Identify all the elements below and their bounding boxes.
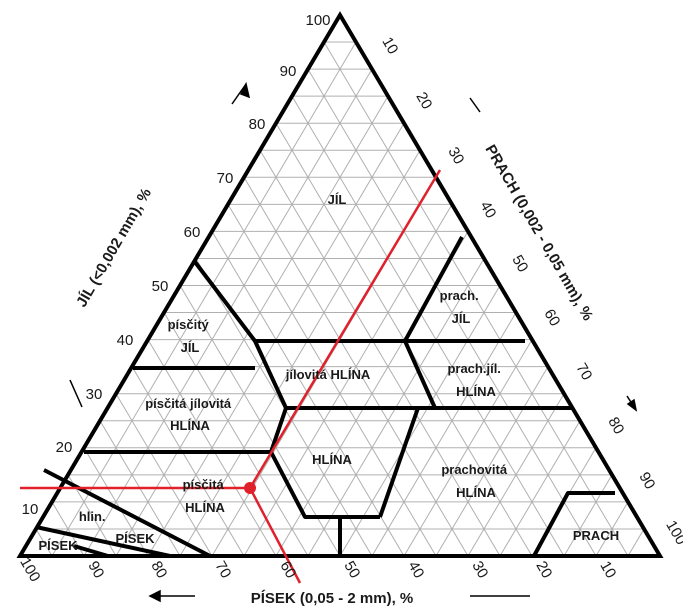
class-boundaries xyxy=(35,236,615,558)
right-tick: 90 xyxy=(635,469,658,492)
boundary-pisek-top xyxy=(35,525,171,558)
gridline xyxy=(243,204,453,557)
bottom-tick: 90 xyxy=(84,558,107,581)
right-tick: 20 xyxy=(412,89,435,112)
right-tick: 100 xyxy=(662,518,683,548)
gridline xyxy=(131,366,245,557)
boundary-jil-lower xyxy=(193,236,464,343)
gridline xyxy=(83,68,373,557)
bottom-tick: 10 xyxy=(596,558,619,581)
label-jilovita-hlina: jílovitá HLÍNA xyxy=(285,367,371,382)
right-tick: 70 xyxy=(572,360,595,383)
left-tick: 60 xyxy=(184,224,201,241)
left-tick: 20 xyxy=(56,439,73,456)
gridline xyxy=(563,474,613,557)
left-axis-ticks: 100 90 80 70 60 50 40 30 20 10 xyxy=(22,12,331,518)
boundary-prach-box xyxy=(532,491,615,557)
left-tick: 80 xyxy=(249,116,266,133)
gridline xyxy=(259,149,501,557)
label-hlina: HLÍNA xyxy=(312,452,352,467)
reading-line-prach xyxy=(248,169,442,489)
label-hlin-pisek: hlin. PÍSEK xyxy=(79,509,155,546)
bottom-tick: 60 xyxy=(276,558,299,581)
right-axis-title: PRACH (0,002 - 0,05 mm), % xyxy=(482,142,597,324)
gridline xyxy=(499,420,581,557)
gridline xyxy=(435,366,549,557)
left-axis-arrowhead xyxy=(239,81,251,99)
boundary-piscita-jilovita-right xyxy=(269,407,288,453)
right-axis-ticks: 10 20 30 40 50 60 70 80 90 100 xyxy=(378,34,683,548)
gridline xyxy=(307,68,597,557)
boundary-pisek-divider xyxy=(73,544,109,558)
bottom-axis-arrowhead xyxy=(148,589,161,603)
left-tick: 50 xyxy=(152,278,169,295)
label-piscita-hlina: písčitá HLÍNA xyxy=(183,477,228,515)
bottom-axis-ticks: 100 90 80 70 60 50 40 30 20 10 xyxy=(16,555,619,585)
gridline xyxy=(51,41,357,557)
right-tick: 80 xyxy=(604,414,627,437)
left-tick: 10 xyxy=(22,501,39,518)
gridline xyxy=(35,528,53,557)
bottom-tick: 30 xyxy=(468,558,491,581)
left-tick: 100 xyxy=(305,12,330,29)
right-tick: 50 xyxy=(508,252,531,275)
left-tick: 40 xyxy=(117,332,134,349)
left-tick: 90 xyxy=(280,63,297,80)
triangle-gridlines xyxy=(35,41,645,557)
bottom-tick: 40 xyxy=(404,558,427,581)
left-tick: 30 xyxy=(86,386,103,403)
label-pisek: PÍSEK xyxy=(38,538,78,553)
left-axis-title: JÍL (<0,002 mm), % xyxy=(73,185,155,310)
label-piscita-jilovita-hlina: písčitá jílovitá HLÍNA xyxy=(145,396,235,433)
gridline xyxy=(243,177,469,557)
bottom-axis-title: PÍSEK (0,05 - 2 mm), % xyxy=(251,590,414,607)
left-tick: 70 xyxy=(217,170,234,187)
bottom-tick: 100 xyxy=(16,555,43,585)
right-tick: 30 xyxy=(444,144,467,167)
boundary-hlin-pisek-top xyxy=(43,468,211,558)
right-tick: 10 xyxy=(378,34,401,57)
gridline xyxy=(291,95,565,557)
label-prach: PRACH xyxy=(573,528,619,543)
sample-reading xyxy=(20,169,442,584)
right-tick: 60 xyxy=(540,306,563,329)
gridline xyxy=(163,312,309,557)
boundary-hlina-bottom xyxy=(269,451,342,556)
axis-arrows xyxy=(69,81,638,603)
left-axis-tail xyxy=(69,379,83,408)
region-labels: JÍL písčitý JÍL prach. JÍL jílovitá HLÍN… xyxy=(38,192,619,553)
boundary-hlina-right xyxy=(378,407,420,518)
bottom-tick: 80 xyxy=(147,558,170,581)
bottom-tick: 50 xyxy=(340,558,363,581)
right-axis-arrowhead xyxy=(626,398,638,412)
label-prach-jil: prach. JÍL xyxy=(440,288,483,326)
gridline xyxy=(323,41,629,557)
right-axis-tail xyxy=(469,97,481,113)
gridline xyxy=(115,95,389,557)
gridline xyxy=(627,528,645,557)
bottom-tick: 70 xyxy=(211,558,234,581)
sample-point xyxy=(244,482,256,494)
label-prach-jil-hlina: prach.jíl. HLÍNA xyxy=(447,361,504,399)
gridline xyxy=(371,312,517,557)
right-tick: 40 xyxy=(476,198,499,221)
boundary-jilovita-hlina-right xyxy=(403,340,437,409)
bottom-tick: 20 xyxy=(532,558,555,581)
gridline xyxy=(179,149,421,557)
label-piscity-jil: písčitý JÍL xyxy=(168,317,213,355)
gridline xyxy=(227,204,437,557)
label-jil: JÍL xyxy=(328,192,347,207)
label-prachovita-hlina: prachovitá HLÍNA xyxy=(441,462,510,500)
reading-line-pisek xyxy=(248,487,302,584)
boundary-jilovita-left xyxy=(253,340,288,409)
